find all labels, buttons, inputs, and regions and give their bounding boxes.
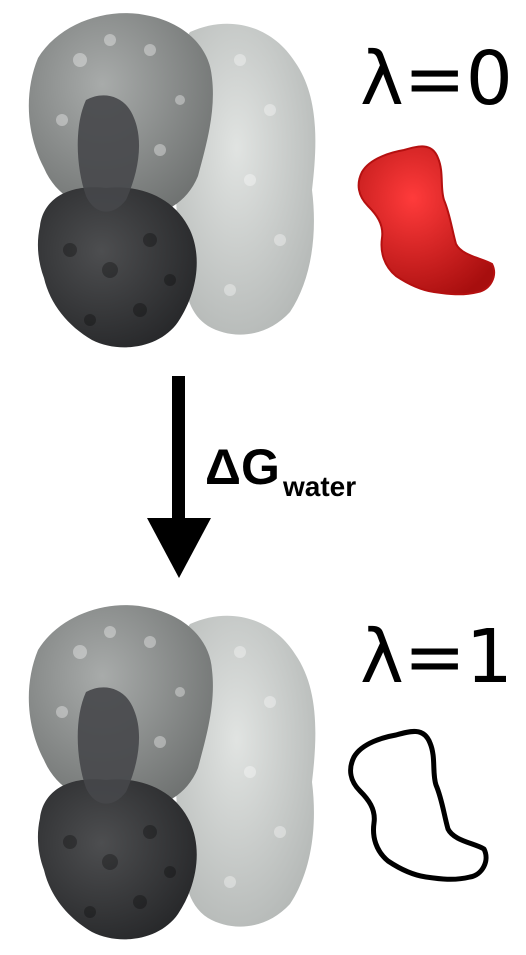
ligand-coupled: [357, 145, 496, 296]
arrow-shaft: [172, 376, 185, 526]
transition-arrow: [147, 376, 211, 578]
protein-surface-bottom: [28, 605, 316, 940]
state-lambda-1: λ=1: [28, 605, 513, 940]
delta-g-symbol: ΔG: [205, 439, 280, 495]
delta-g-subscript: water: [282, 471, 356, 502]
lambda-1-label: λ=1: [360, 614, 513, 700]
ligand-decoupled-outline: [351, 731, 486, 879]
lambda-0-label: λ=0: [360, 36, 513, 122]
arrow-head: [147, 518, 211, 578]
protein-surface-top: [28, 13, 316, 348]
state-lambda-0: λ=0: [28, 13, 513, 348]
